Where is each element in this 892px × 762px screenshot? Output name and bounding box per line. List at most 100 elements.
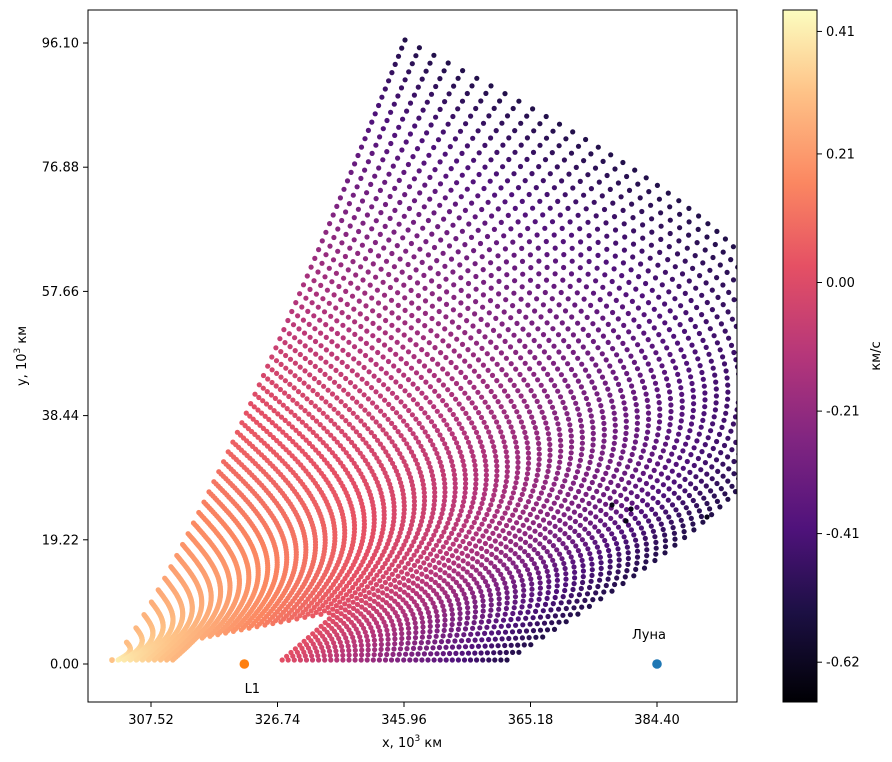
scatter-point	[578, 239, 584, 245]
scatter-point	[515, 219, 521, 225]
scatter-point	[307, 334, 313, 340]
scatter-point	[662, 301, 668, 307]
scatter-point	[662, 320, 668, 326]
scatter-point	[417, 564, 423, 570]
scatter-point	[397, 580, 403, 586]
scatter-point	[531, 371, 537, 377]
scatter-point	[353, 272, 359, 278]
scatter-point	[698, 478, 705, 484]
scatter-point	[339, 428, 345, 435]
scatter-point	[340, 347, 346, 353]
scatter-point	[420, 447, 426, 454]
scatter-point	[369, 295, 375, 301]
scatter-point	[636, 323, 642, 330]
scatter-point	[513, 366, 519, 372]
scatter-point	[422, 182, 428, 188]
scatter-point	[407, 657, 413, 663]
scatter-point	[643, 541, 649, 547]
scatter-point	[327, 221, 333, 227]
scatter-point	[373, 389, 379, 395]
scatter-point	[562, 565, 568, 572]
scatter-point	[502, 642, 508, 649]
scatter-point	[364, 328, 370, 334]
scatter-point	[730, 421, 737, 427]
scatter-point	[578, 423, 585, 429]
scatter-point	[365, 642, 371, 648]
scatter-point	[428, 576, 434, 583]
scatter-point	[471, 425, 477, 431]
scatter-point	[443, 301, 450, 307]
scatter-point	[700, 337, 706, 343]
scatter-point	[279, 657, 285, 663]
scatter-point	[452, 489, 458, 495]
scatter-point	[369, 226, 375, 232]
scatter-point	[350, 599, 356, 605]
scatter-point	[418, 473, 425, 479]
scatter-point	[694, 438, 700, 444]
scatter-point	[652, 534, 658, 540]
scatter-point	[395, 472, 401, 478]
scatter-point	[436, 393, 442, 399]
scatter-point	[453, 650, 459, 657]
scatter-point	[723, 410, 729, 416]
scatter-point	[524, 403, 530, 410]
scatter-point	[461, 591, 467, 597]
scatter-point	[201, 499, 207, 505]
scatter-point	[269, 354, 275, 360]
scatter-point	[520, 271, 526, 277]
scatter-point	[480, 598, 486, 604]
scatter-point	[405, 227, 411, 233]
scatter-point	[502, 246, 508, 252]
scatter-point	[459, 228, 465, 234]
scatter-point	[324, 640, 330, 646]
scatter-point	[429, 536, 435, 543]
scatter-point	[287, 356, 294, 362]
scatter-point	[494, 468, 500, 474]
scatter-point	[604, 542, 610, 549]
scatter-point	[644, 547, 650, 553]
scatter-point	[455, 626, 461, 633]
scatter-point	[599, 193, 605, 199]
scatter-point	[414, 330, 420, 336]
scatter-point	[378, 408, 384, 414]
scatter-point	[640, 448, 646, 454]
scatter-point	[457, 512, 463, 518]
scatter-point	[475, 643, 482, 649]
scatter-point	[511, 171, 517, 177]
scatter-point	[395, 327, 401, 333]
scatter-point	[600, 333, 607, 339]
scatter-point	[380, 445, 386, 451]
scatter-point	[398, 640, 404, 647]
scatter-point	[444, 289, 450, 295]
scatter-point	[650, 528, 657, 534]
scatter-point	[504, 454, 510, 460]
scatter-point	[504, 566, 510, 572]
scatter-point	[338, 399, 344, 405]
scatter-point	[553, 476, 559, 482]
scatter-point	[524, 135, 531, 141]
scatter-point	[303, 437, 309, 443]
scatter-point	[607, 186, 613, 192]
scatter-point	[502, 611, 508, 617]
scatter-point	[302, 343, 308, 349]
scatter-point	[507, 500, 513, 506]
scatter-point	[493, 618, 499, 624]
scatter-point	[665, 475, 671, 481]
scatter-point	[443, 276, 449, 282]
scatter-point	[608, 479, 614, 485]
scatter-point	[550, 543, 557, 549]
scatter-point	[345, 314, 351, 320]
scatter-point	[652, 511, 659, 517]
scatter-point	[333, 305, 339, 311]
scatter-point	[302, 368, 308, 374]
scatter-point	[492, 513, 498, 519]
scatter-point	[404, 422, 410, 428]
scatter-point	[408, 567, 414, 573]
scatter-point	[480, 448, 486, 454]
scatter-point	[465, 553, 471, 559]
scatter-point	[325, 604, 331, 610]
scatter-point	[559, 178, 565, 184]
scatter-point	[422, 601, 428, 607]
scatter-point	[550, 360, 557, 366]
scatter-point	[724, 269, 730, 275]
